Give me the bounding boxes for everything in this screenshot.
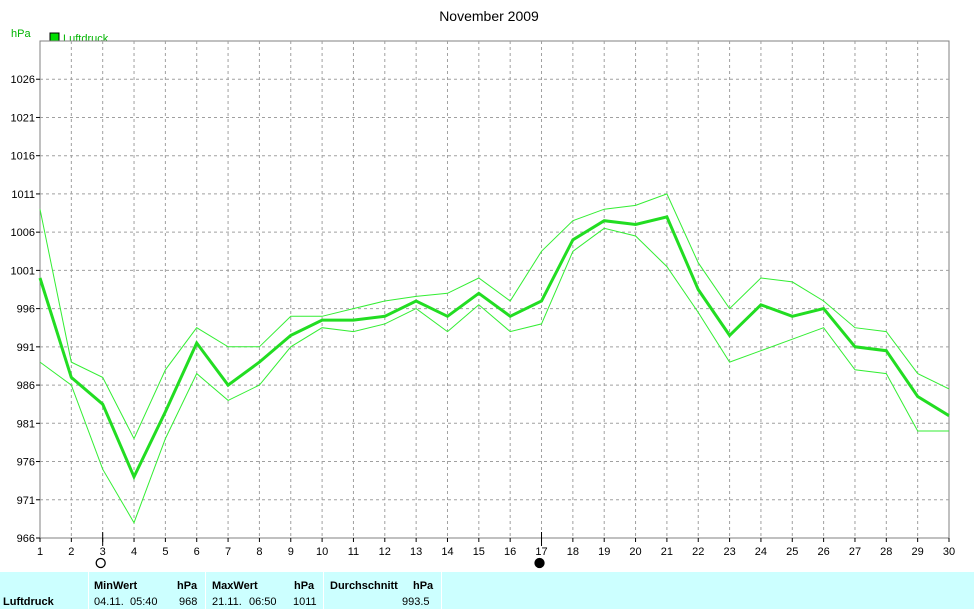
stats-empty-cell — [441, 572, 974, 609]
x-tick-label: 19 — [598, 546, 610, 558]
y-tick-label: 1026 — [11, 74, 35, 86]
x-tick-label: 17 — [535, 546, 547, 558]
x-axis-ticks: 1 2 3 4 5 6 7 8 9 10 11 12 13 14 15 16 17 18 19 20 21 22 23 24 2… — [37, 538, 955, 558]
y-tick-label: 971 — [17, 495, 35, 507]
x-tick-label: 30 — [943, 546, 955, 558]
x-tick-label: 5 — [162, 546, 168, 558]
chart-title: November 2009 — [439, 8, 539, 24]
y-tick-label: 1021 — [11, 112, 35, 124]
x-tick-label: 22 — [692, 546, 704, 558]
series-line-max — [39, 193, 950, 440]
x-tick-label: 4 — [131, 546, 137, 558]
grid — [40, 41, 949, 538]
x-tick-label: 11 — [348, 546, 359, 558]
stats-max-value: 1011 — [293, 596, 317, 608]
stats-avg-unit: hPa — [413, 580, 434, 592]
x-tick-label: 2 — [68, 546, 74, 558]
x-tick-label: 14 — [441, 546, 453, 558]
x-tick-label: 23 — [723, 546, 735, 558]
y-tick-label: 1016 — [11, 151, 35, 163]
stats-min-time: 05:40 — [130, 596, 158, 608]
x-tick-label: 12 — [379, 546, 391, 558]
x-tick-label: 21 — [661, 546, 673, 558]
x-tick-label: 1 — [37, 546, 43, 558]
stats-min-value: 968 — [179, 596, 198, 608]
stats-min-cell: MinWert hPa 04.11. 05:40 968 — [88, 572, 205, 609]
series-line-min — [39, 227, 949, 524]
stats-max-time: 06:50 — [249, 596, 277, 608]
stats-avg-value: 993.5 — [402, 596, 430, 608]
y-tick-label: 966 — [17, 533, 35, 545]
y-axis-unit: hPa — [11, 28, 31, 40]
x-tick-label: 25 — [786, 546, 798, 558]
stats-min-header: MinWert — [94, 580, 138, 592]
y-tick-label: 991 — [17, 342, 35, 354]
y-tick-label: 981 — [17, 418, 35, 430]
x-tick-label: 8 — [256, 546, 262, 558]
y-tick-label: 996 — [17, 304, 35, 316]
x-tick-label: 16 — [504, 546, 516, 558]
x-tick-label: 15 — [473, 546, 485, 558]
x-tick-label: 26 — [817, 546, 829, 558]
y-tick-label: 1001 — [11, 265, 35, 277]
y-axis-ticks: 966 971 976 981 986 991 996 1001 1006 1011 1016 102… — [11, 74, 40, 545]
y-tick-label: 986 — [17, 380, 35, 392]
y-tick-label: 1011 — [11, 189, 35, 201]
x-tick-label: 24 — [755, 546, 767, 558]
stats-panel: Luftdruck MinWert hPa 04.11. 05:40 968 M… — [0, 572, 974, 609]
x-tick-label: 18 — [567, 546, 579, 558]
stats-avg-header: Durchschnitt — [330, 580, 398, 592]
x-tick-label: 9 — [288, 546, 294, 558]
x-tick-label: 13 — [410, 546, 422, 558]
y-tick-label: 976 — [17, 457, 35, 469]
stats-max-header: MaxWert — [212, 580, 258, 592]
series-line-avg — [38, 215, 950, 481]
stats-max-date: 21.11. — [212, 596, 242, 608]
x-tick-label: 3 — [100, 546, 106, 558]
x-tick-label: 29 — [912, 546, 924, 558]
x-tick-label: 27 — [849, 546, 861, 558]
y-tick-label: 1006 — [11, 227, 35, 239]
stats-row-label: Luftdruck — [3, 596, 54, 608]
stats-max-unit: hPa — [294, 580, 315, 592]
x-tick-label: 28 — [880, 546, 892, 558]
x-tick-label: 10 — [316, 546, 328, 558]
pressure-chart: November 2009 hPa Luftdruck 966971976981… — [11, 8, 955, 569]
moon-markers — [95, 532, 545, 569]
x-tick-label: 6 — [194, 546, 200, 558]
full-moon-icon — [534, 557, 545, 569]
stats-max-cell: MaxWert hPa 21.11. 06:50 1011 — [205, 572, 323, 609]
x-tick-label: 20 — [629, 546, 641, 558]
x-tick-label: 7 — [225, 546, 231, 558]
stats-avg-cell: Durchschnitt hPa 993.5 — [323, 572, 441, 609]
new-moon-icon — [95, 557, 106, 569]
stats-min-unit: hPa — [177, 580, 198, 592]
stats-row-label-cell: Luftdruck — [0, 572, 88, 609]
series-lines — [38, 193, 950, 524]
stats-min-date: 04.11. — [94, 596, 124, 608]
